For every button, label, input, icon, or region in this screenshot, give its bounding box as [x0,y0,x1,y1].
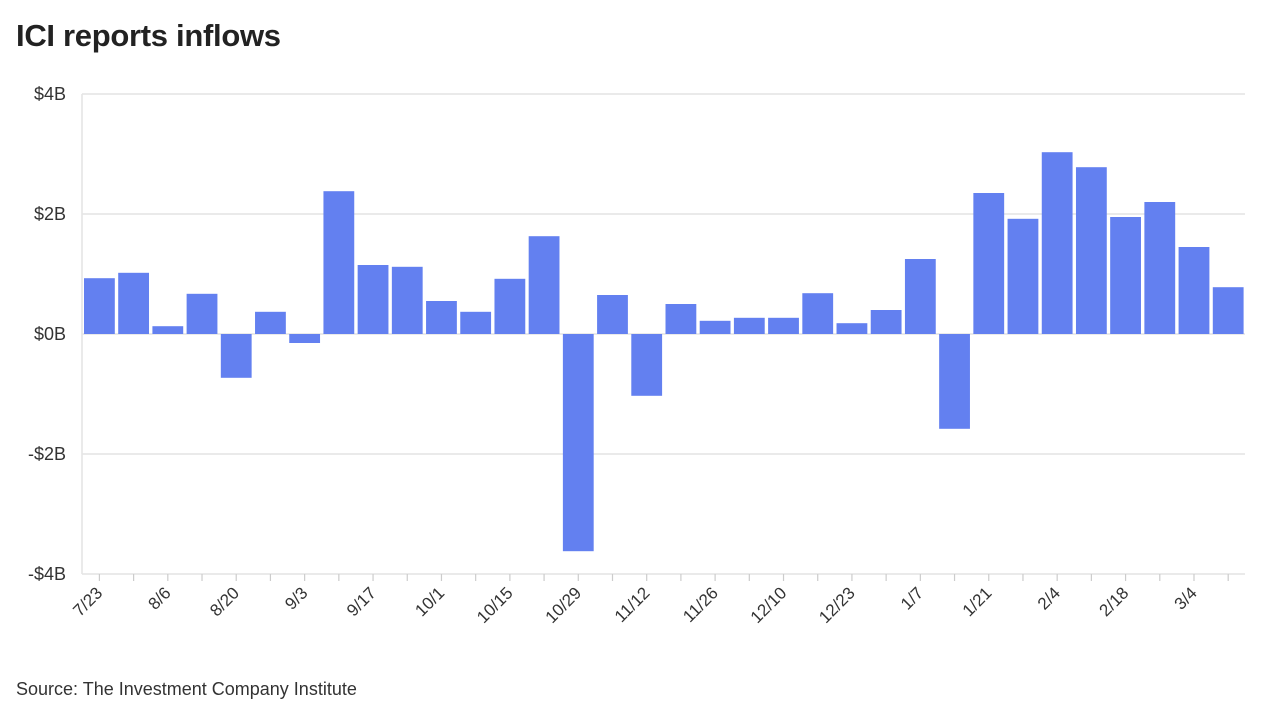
bar [289,334,321,343]
x-tick-label: 2/4 [1034,583,1064,613]
bar [768,317,799,334]
bar [802,293,834,334]
bar [1075,167,1107,334]
bar [1041,152,1073,334]
bar [904,259,936,334]
bar [186,293,218,334]
x-tick-label: 11/12 [611,583,654,626]
bar [460,311,492,334]
bar [939,334,970,429]
bar [152,326,184,334]
x-tick-label: 1/21 [959,583,996,620]
bar [84,278,115,334]
bar [973,193,1005,334]
bar [836,323,868,334]
bar [1007,218,1039,334]
y-tick-label: $0B [34,324,66,344]
bar [426,301,457,334]
x-tick-label: 10/29 [542,583,586,627]
bar [528,236,560,334]
bar [1212,287,1244,334]
bar [220,334,252,378]
bar [699,320,731,334]
bar [733,317,765,334]
bar [494,278,526,334]
bar [1144,202,1176,334]
x-tick-label: 1/7 [897,583,927,613]
bar [118,272,150,334]
bar [1110,217,1141,334]
chart-title: ICI reports inflows [16,18,281,53]
x-tick-label: 10/1 [411,583,448,620]
y-tick-label: -$2B [28,444,66,464]
bar [323,191,355,334]
bar [562,334,594,552]
bar [1178,247,1210,334]
bar [665,304,697,334]
bar [255,311,286,334]
bar [391,266,423,334]
x-tick-label: 3/4 [1171,583,1201,613]
bar [631,334,663,396]
x-tick-label: 7/23 [69,583,106,620]
x-tick-label: 11/26 [679,583,722,626]
y-tick-label: -$4B [28,564,66,584]
x-tick-label: 12/10 [747,583,791,627]
x-tick-label: 2/18 [1096,583,1133,620]
bar [870,310,902,334]
x-tick-label: 9/17 [343,583,380,620]
x-tick-label: 9/3 [281,583,311,613]
bar [597,295,628,334]
x-tick-label: 8/6 [144,583,174,613]
x-tick-label: 10/15 [473,583,517,627]
x-tick-label: 8/20 [206,583,243,620]
x-tick-label: 12/23 [815,583,859,627]
bar [357,265,389,334]
y-tick-label: $2B [34,204,66,224]
y-tick-label: $4B [34,84,66,104]
chart-source: Source: The Investment Company Institute [16,679,357,699]
